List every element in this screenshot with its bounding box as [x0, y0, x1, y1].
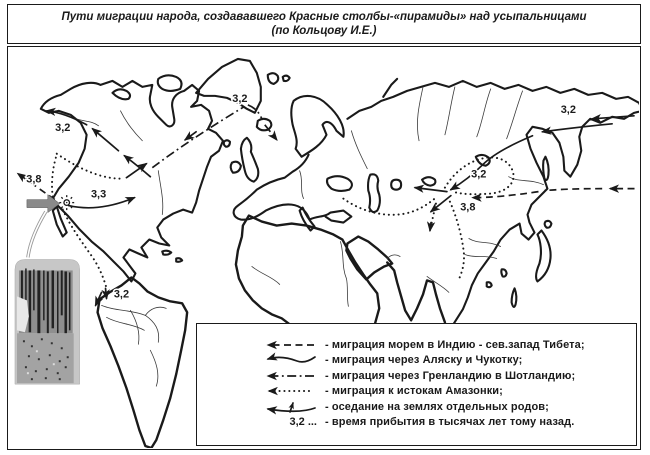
philippines-island [510, 287, 518, 308]
sun-icon [59, 195, 75, 211]
time-label: 3,2 [561, 104, 576, 116]
world-map: 3,2 3,8 3,3 3,2 3,2 3,2 3,2 3,8 [14, 57, 639, 448]
route-settling-arrows [67, 130, 452, 213]
time-label: 3,2 [114, 288, 129, 300]
legend-item: - оседание на землях отдельных родов; [197, 399, 636, 415]
time-label: 3,2 [232, 93, 247, 105]
time-label: 3,2 [471, 169, 486, 181]
south-america-outline [96, 276, 189, 448]
pillar-photo [14, 259, 80, 385]
black-sea [325, 175, 353, 192]
legend: - миграция морем в Индию - сев.запад Тиб… [196, 323, 637, 446]
iceland-outline [255, 117, 273, 132]
legend-item: - миграция морем в Индию - сев.запад Тиб… [197, 337, 636, 353]
svalbard-island-2 [281, 74, 291, 83]
italy-outline [298, 206, 316, 232]
lake-balkhash [420, 176, 437, 187]
legend-item-label: - оседание на землях отдельных родов; [325, 400, 549, 413]
aral-sea [390, 178, 403, 191]
legend-item-label: - миграция к истокам Амазонки; [325, 385, 503, 398]
south-asia-coast [386, 261, 447, 324]
continent-outlines [39, 57, 639, 448]
solid-arrow-icon [259, 352, 317, 368]
figure-title-line2: (по Кольцову И.Е.) [271, 25, 377, 37]
photo-leader-line [26, 210, 48, 258]
north-america-outline [39, 79, 225, 283]
legend-item: 3,2 ... - время прибытия в тысячах лет т… [197, 415, 636, 431]
arctic-island-2 [156, 74, 183, 92]
time-label: 3,8 [26, 174, 41, 186]
time-labels: 3,2 3,8 3,3 3,2 3,2 3,2 3,2 3,8 [25, 91, 578, 302]
persian-gulf [386, 254, 401, 259]
figure-title-line1: Пути миграции народа, создававшего Красн… [61, 11, 587, 23]
route-alaska-chukotka [45, 107, 635, 191]
legend-item: - миграция через Гренландию в Шотландию; [197, 368, 636, 384]
lake-baikal [474, 153, 491, 167]
taiwan-island [500, 268, 508, 278]
caspian-sea [366, 173, 381, 214]
route-greenland-scotland [151, 104, 278, 169]
sakhalin-island [542, 155, 550, 182]
time-label: 3,3 [91, 189, 106, 201]
arctic-island-1 [111, 88, 132, 101]
antilles-island-1 [161, 249, 173, 256]
world-map-panel: 3,2 3,8 3,3 3,2 3,2 3,2 3,2 3,8 - миграц… [7, 46, 641, 450]
rivers [70, 86, 544, 387]
ireland-outline [229, 160, 242, 174]
baja-peninsula [51, 205, 68, 238]
hokkaido-island [543, 219, 553, 229]
route-sea-to-india [16, 172, 639, 202]
time-label: 3,2 [55, 122, 70, 134]
time-label: 3,8 [460, 202, 475, 214]
dotted-arrow-icon [259, 383, 317, 399]
legend-item-label: - миграция через Аляску и Чукотку; [325, 354, 523, 367]
britain-outline [239, 136, 260, 183]
dashed-arrow-icon [259, 337, 317, 353]
asia-north-east-coast [346, 79, 639, 333]
legend-item-label: - миграция через Гренландию в Шотландию; [325, 369, 576, 382]
svalbard-island-1 [266, 72, 280, 85]
route-amazon-dotted [51, 152, 515, 307]
antilles-island-2 [175, 257, 184, 263]
legend-item: - миграция через Аляску и Чукотку; [197, 352, 636, 369]
legend-item-label: - время прибытия в тысячах лет тому наза… [325, 416, 575, 429]
hainan-island [485, 281, 493, 289]
legend-item: - миграция к истокам Амазонки; [197, 384, 636, 400]
novaya-zemlya [382, 77, 399, 98]
branch-arrow-icon [259, 399, 317, 415]
japan-outline [534, 229, 552, 283]
figure-title-box: Пути миграции народа, создававшего Красн… [7, 4, 641, 44]
time-symbol: 3,2 ... [289, 416, 317, 429]
dashdot-arrow-icon [259, 368, 317, 384]
scandinavia-outline [290, 94, 345, 158]
mediterranean-north-shore [308, 209, 353, 224]
arabia-outline [345, 235, 394, 281]
europe-atlantic-coast [232, 153, 311, 221]
legend-item-label: - миграция морем в Индию - сев.запад Тиб… [325, 338, 585, 351]
gray-arrow-icon [26, 194, 61, 214]
newfoundland-island [222, 139, 231, 148]
greenland-outline [195, 57, 262, 114]
